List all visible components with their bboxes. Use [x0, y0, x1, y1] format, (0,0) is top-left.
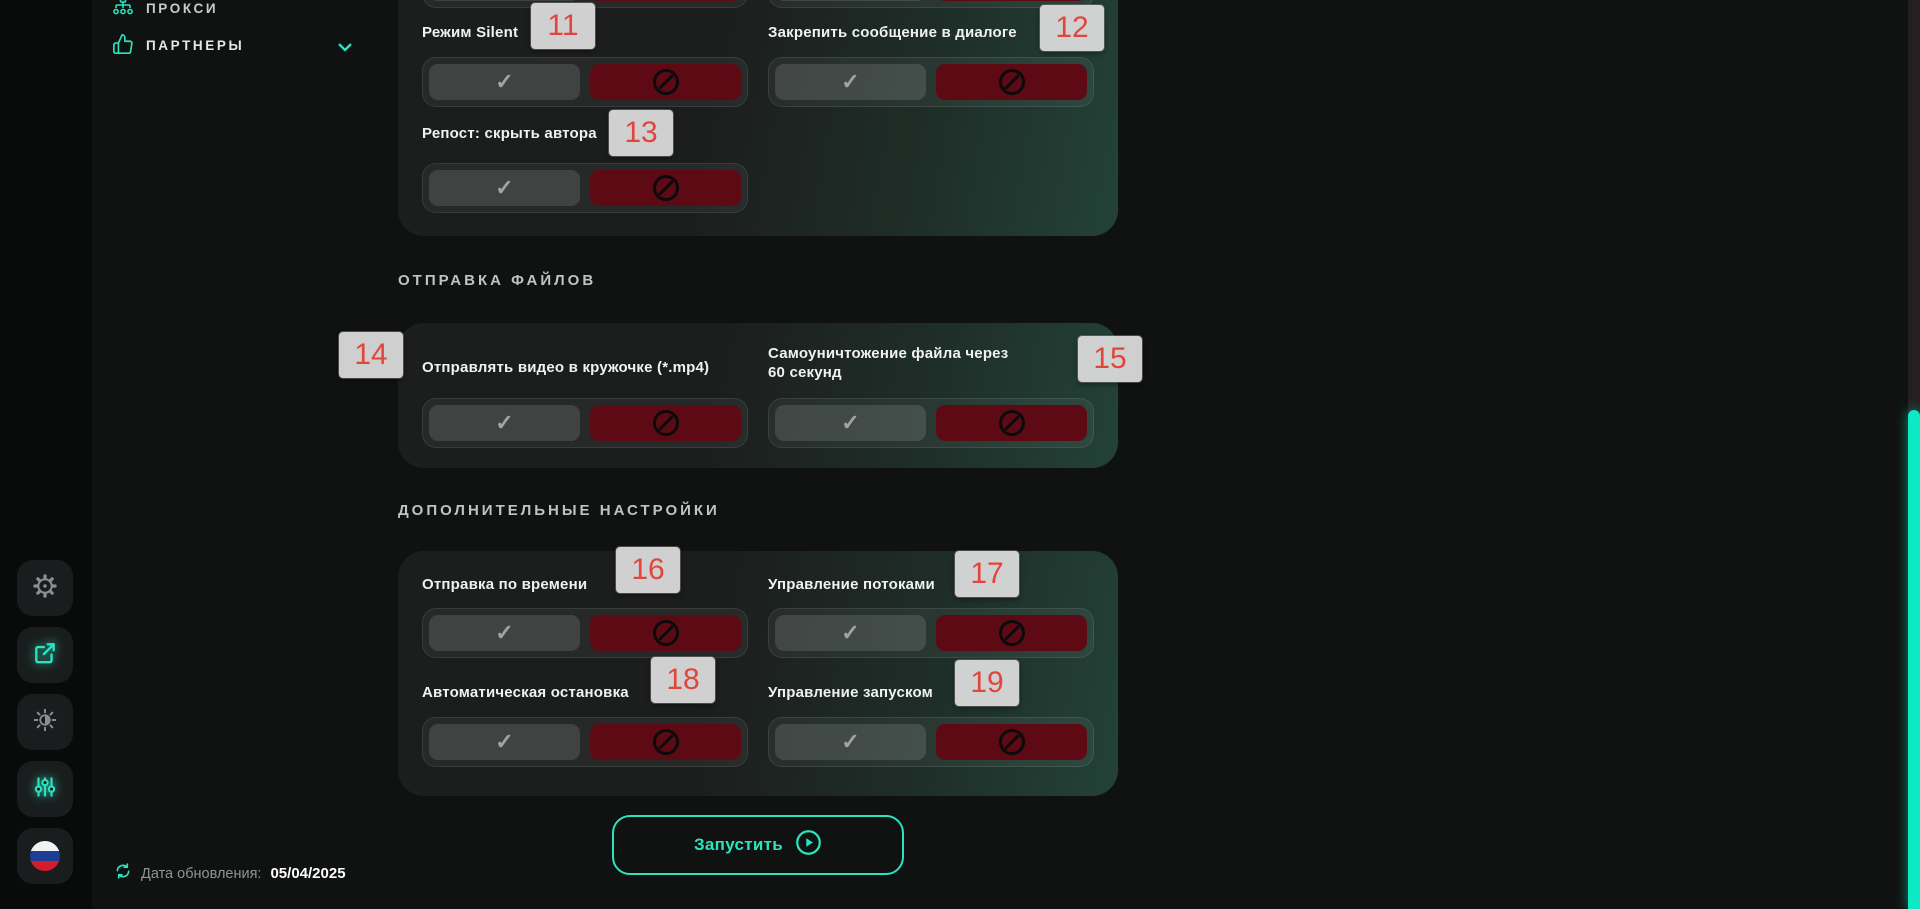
enable-button[interactable]: ✓	[775, 64, 926, 100]
checkmark-icon: ✓	[495, 729, 514, 754]
play-icon	[795, 829, 822, 861]
toggle-group-timed-sending: ✓	[422, 608, 748, 658]
update-status: Дата обновления: 05/04/2025	[114, 862, 346, 885]
prohibit-icon	[652, 410, 679, 436]
sidebar-item-label: ПРОКСИ	[146, 1, 219, 16]
scrollbar-thumb[interactable]	[1908, 410, 1920, 909]
russia-flag-icon	[30, 841, 60, 871]
disable-button[interactable]	[590, 615, 741, 651]
som-mark-19: 19	[955, 660, 1019, 706]
enable-button[interactable]: ✓	[429, 405, 580, 441]
sidebar-item-proxy[interactable]: ПРОКСИ	[112, 0, 218, 20]
sliders-icon	[32, 774, 58, 805]
som-mark-11: 11	[531, 3, 595, 49]
checkmark-icon: ✓	[841, 410, 860, 435]
disable-button[interactable]	[936, 615, 1087, 651]
toggle-group-self-destruct: ✓	[768, 398, 1094, 448]
enable-button[interactable]: ✓	[775, 724, 926, 760]
enable-button[interactable]: ✓	[775, 615, 926, 651]
prohibit-icon	[998, 69, 1025, 95]
prohibit-icon	[998, 729, 1025, 755]
checkmark-icon: ✓	[841, 620, 860, 645]
enable-button[interactable]: ✓	[429, 0, 580, 1]
brightness-icon	[32, 707, 58, 738]
disable-button[interactable]	[590, 724, 741, 760]
toggle-group-auto-stop: ✓	[422, 717, 748, 767]
settings-button[interactable]	[17, 560, 73, 616]
toggle-label-auto-stop: Автоматическая остановка	[422, 684, 629, 701]
enable-button[interactable]: ✓	[775, 405, 926, 441]
som-mark-15: 15	[1078, 336, 1142, 382]
toggle-group-repost-hide-author: ✓	[422, 163, 748, 213]
toggle-group-pin-message: ✓	[768, 57, 1094, 107]
checkmark-icon: ✓	[841, 729, 860, 754]
som-mark-13: 13	[609, 110, 673, 156]
sidebar-item-label: ПАРТНЕРЫ	[146, 38, 245, 53]
disable-button[interactable]	[590, 170, 741, 206]
run-button[interactable]: Запустить	[612, 815, 904, 875]
disable-button[interactable]	[936, 64, 1087, 100]
toggle-label-timed-sending: Отправка по времени	[422, 576, 588, 593]
section-title-additional-settings: ДОПОЛНИТЕЛЬНЫЕ НАСТРОЙКИ	[398, 502, 720, 519]
card-file-sending: Отправлять видео в кружочке (*.mp4) Само…	[398, 323, 1118, 468]
som-mark-14: 14	[339, 332, 403, 378]
enable-button[interactable]: ✓	[775, 0, 926, 1]
thumbs-up-icon	[112, 33, 134, 58]
enable-button[interactable]: ✓	[429, 64, 580, 100]
enable-button[interactable]: ✓	[429, 170, 580, 206]
filters-button[interactable]	[17, 761, 73, 817]
toggle-label-silent-mode: Режим Silent	[422, 24, 519, 41]
open-external-button[interactable]	[17, 627, 73, 683]
toggle-label-launch-control: Управление запуском	[768, 684, 933, 701]
prohibit-icon	[652, 729, 679, 755]
update-date-label: Дата обновления:	[141, 865, 262, 882]
chevron-down-icon	[336, 38, 354, 61]
theme-brightness-button[interactable]	[17, 694, 73, 750]
disable-button[interactable]	[936, 0, 1087, 1]
external-link-icon	[32, 640, 58, 671]
prohibit-icon	[652, 175, 679, 201]
toggle-group-silent-mode: ✓	[422, 57, 748, 107]
left-icon-rail	[0, 0, 92, 909]
som-mark-12: 12	[1040, 5, 1104, 51]
toggle-group-video-circle: ✓	[422, 398, 748, 448]
enable-button[interactable]: ✓	[429, 615, 580, 651]
som-mark-17: 17	[955, 551, 1019, 597]
checkmark-icon: ✓	[495, 175, 514, 200]
enable-button[interactable]: ✓	[429, 724, 580, 760]
som-mark-18: 18	[651, 657, 715, 703]
toggle-label-thread-control: Управление потоками	[768, 576, 935, 593]
disable-button[interactable]	[936, 405, 1087, 441]
prohibit-icon	[998, 620, 1025, 646]
card-message-options: ✓ ✓ Режим Silent Закрепить сообщение в д…	[398, 0, 1118, 236]
toggle-label-video-circle: Отправлять видео в кружочке (*.mp4)	[422, 359, 710, 376]
prohibit-icon	[998, 410, 1025, 436]
checkmark-icon: ✓	[841, 69, 860, 94]
toggle-group-launch-control: ✓	[768, 717, 1094, 767]
disable-button[interactable]	[590, 0, 741, 1]
som-mark-16: 16	[616, 547, 680, 593]
disable-button[interactable]	[590, 405, 741, 441]
disable-button[interactable]	[590, 64, 741, 100]
prohibit-icon	[652, 620, 679, 646]
checkmark-icon: ✓	[495, 69, 514, 94]
checkmark-icon: ✓	[495, 410, 514, 435]
toggle-label-self-destruct: Самоуничтожение файла через 60 секунд	[768, 345, 1009, 381]
proxy-network-icon	[112, 0, 134, 20]
sidebar-item-partners[interactable]: ПАРТНЕРЫ	[112, 33, 244, 58]
toggle-group-thread-control: ✓	[768, 608, 1094, 658]
checkmark-icon: ✓	[495, 620, 514, 645]
refresh-icon	[114, 862, 132, 885]
disable-button[interactable]	[936, 724, 1087, 760]
toggle-label-pin-message: Закрепить сообщение в диалоге	[768, 24, 1017, 41]
section-title-file-sending: ОТПРАВКА ФАЙЛОВ	[398, 272, 597, 289]
run-button-label: Запустить	[693, 835, 784, 854]
gear-icon	[32, 573, 58, 604]
toggle-label-repost-hide-author: Репост: скрыть автора	[422, 125, 597, 142]
language-button[interactable]	[17, 828, 73, 884]
prohibit-icon	[652, 69, 679, 95]
update-date-value: 05/04/2025	[270, 865, 346, 882]
